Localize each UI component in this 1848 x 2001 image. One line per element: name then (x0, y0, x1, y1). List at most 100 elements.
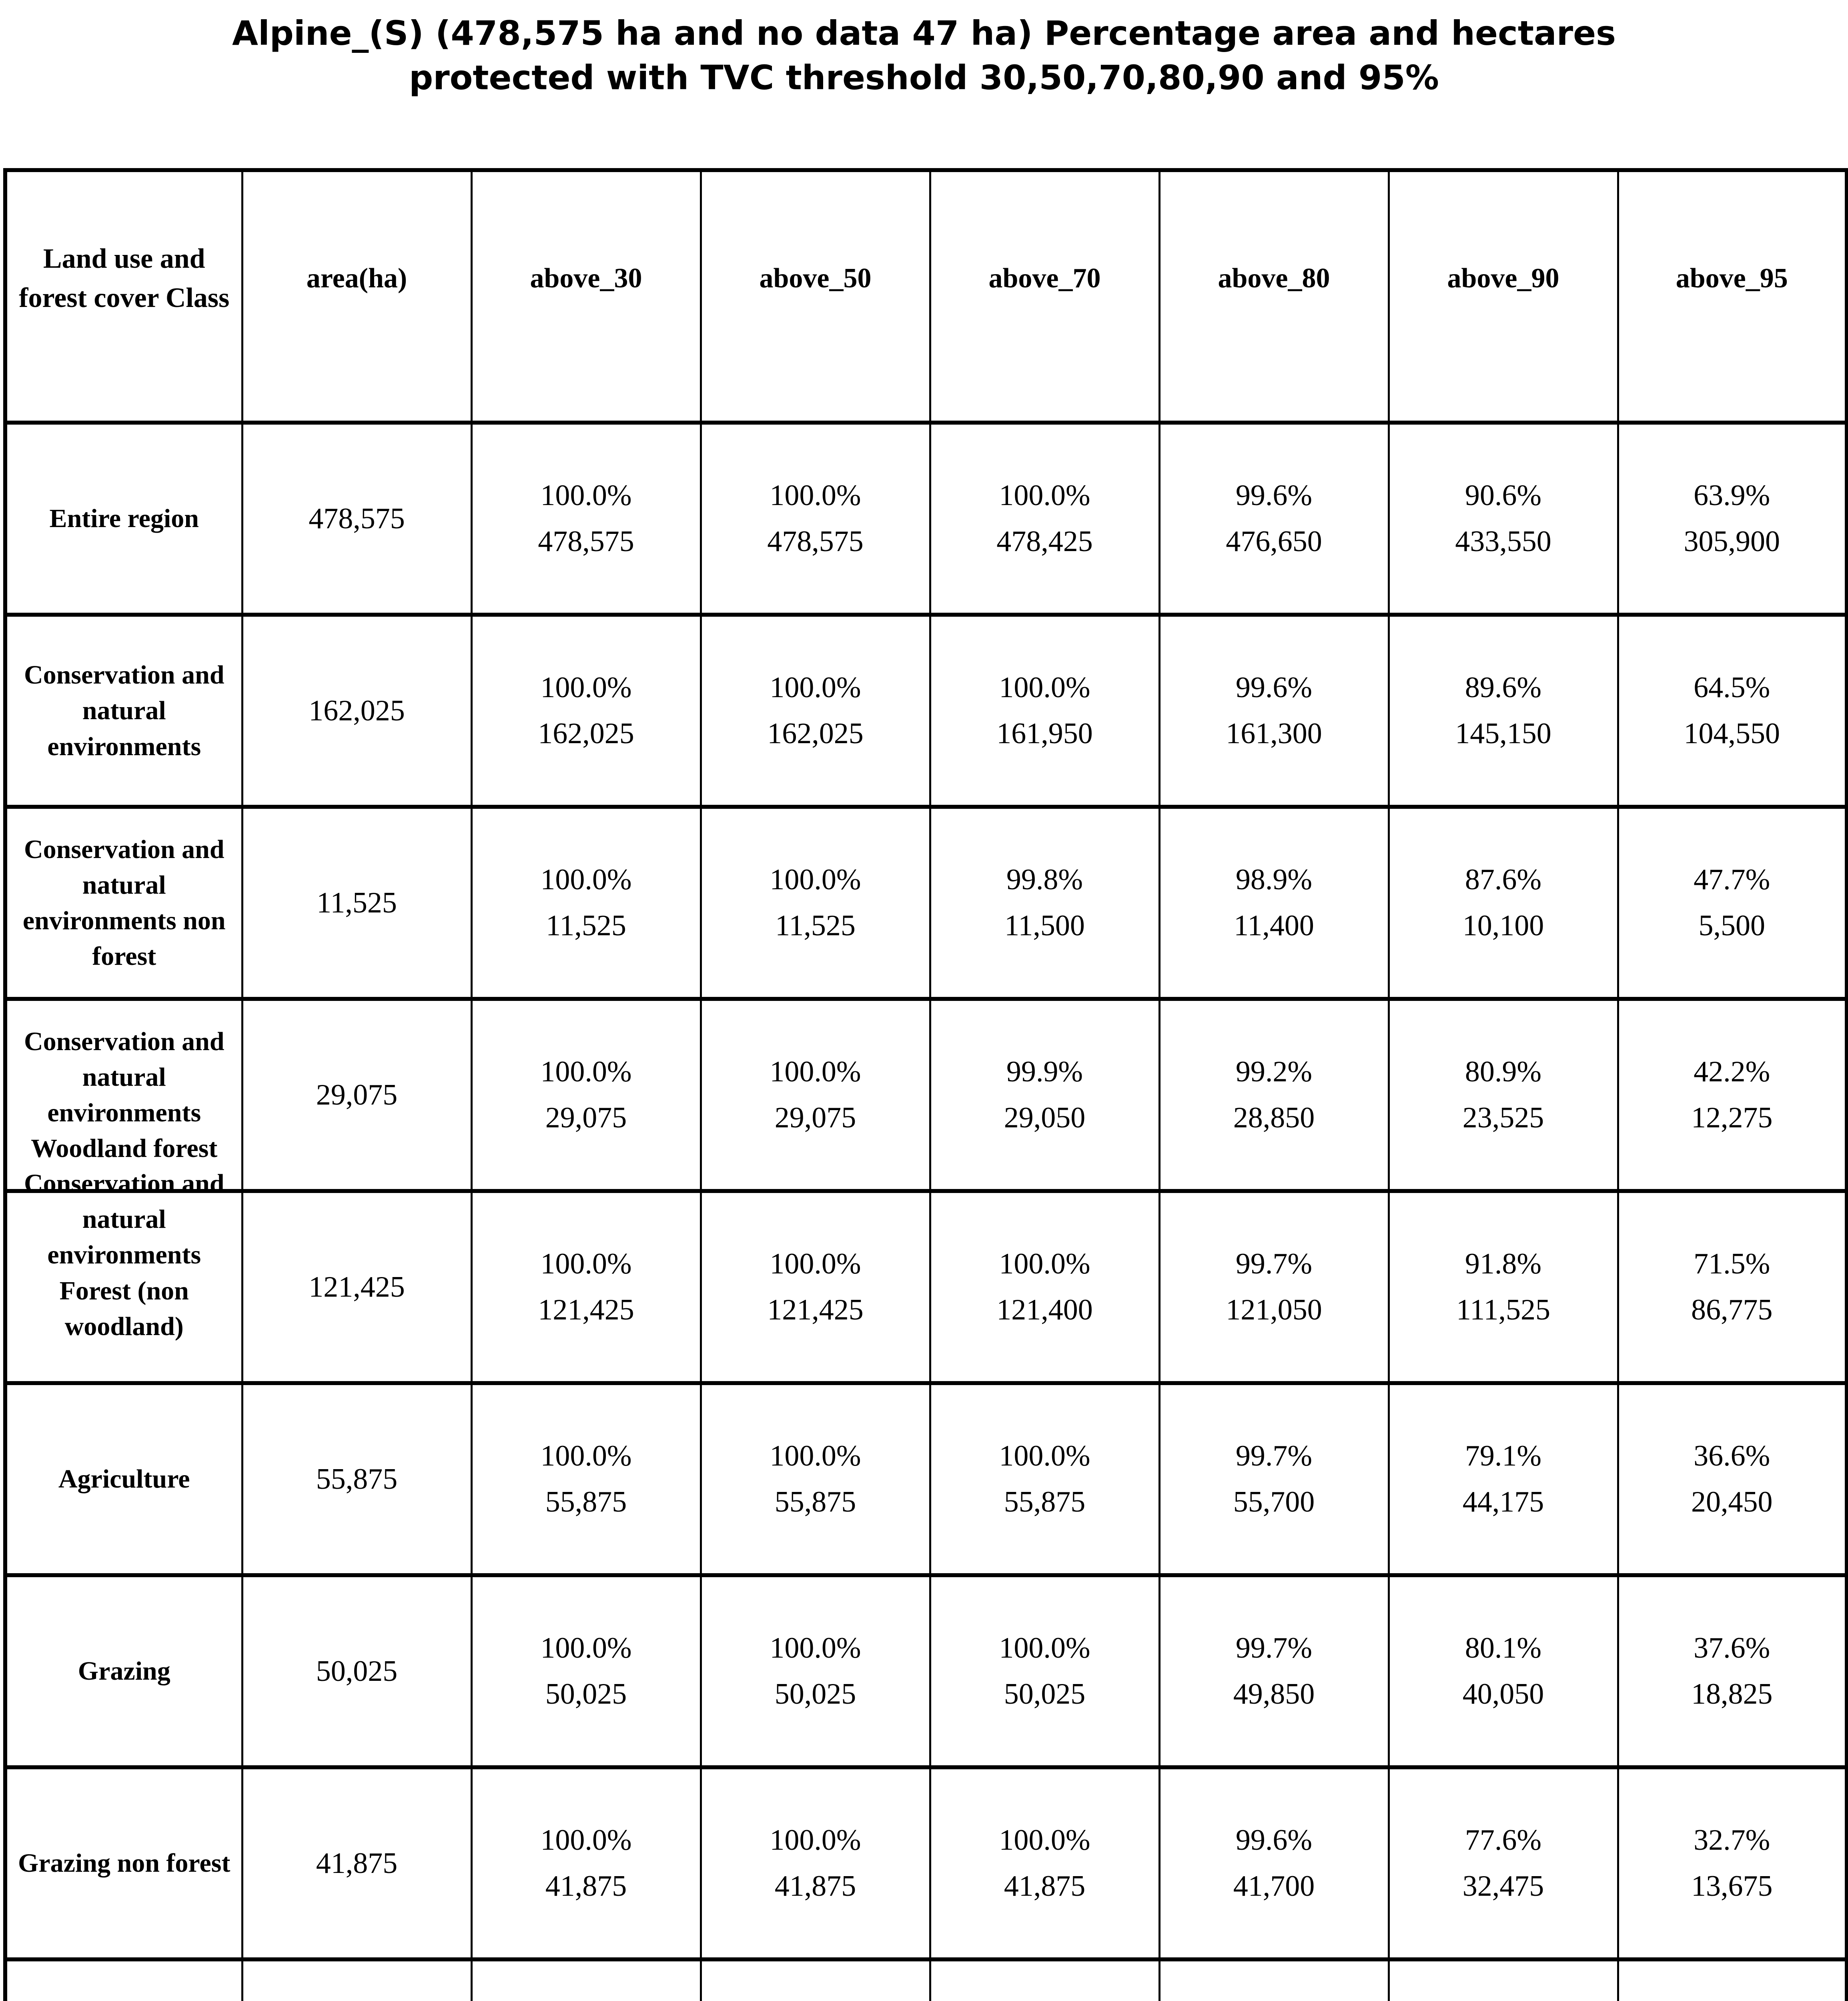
hectares-value: 161,300 (1226, 717, 1322, 750)
table-row: Entire region 478,575 100.0% 478,575 100.0% 4… (4, 421, 1848, 617)
table-row: Conservation and natural environments Wo… (4, 997, 1848, 1193)
hectares-value: 478,425 (996, 525, 1093, 558)
report-title-line2: protected with TVC threshold 30,50,70,80… (409, 58, 1439, 97)
threshold-cell: 100.0% 121,425 (700, 1189, 931, 1385)
hectares-value: 162,025 (767, 717, 864, 750)
hectares-value: 23,525 (1462, 1101, 1544, 1134)
hectares-value: 476,650 (1226, 525, 1322, 558)
hectares-value: 12,275 (1691, 1101, 1773, 1134)
percent-value: 100.0% (770, 863, 861, 896)
threshold-cell: 100.0% 121,425 (470, 1189, 702, 1385)
threshold-cell: 36.6% 20,450 (1617, 1381, 1848, 1577)
threshold-cell: 94.8%6,375 (1387, 1957, 1619, 2001)
hectares-value: 41,875 (545, 1870, 627, 1903)
hectares-value: 478,575 (538, 525, 634, 558)
report-title: Alpine_(S) (478,575 ha and no data 47 ha… (0, 11, 1848, 100)
threshold-cell: 89.6% 145,150 (1387, 613, 1619, 809)
hectares-value: 162,025 (538, 717, 634, 750)
threshold-cell: 79.1% 44,175 (1387, 1381, 1619, 1577)
area-ha-cell: 6,725 (241, 1957, 473, 2001)
hectares-value: 121,050 (1226, 1293, 1322, 1326)
percent-value: 36.6% (1694, 1440, 1770, 1473)
threshold-cell: 47.7% 5,500 (1617, 805, 1848, 1001)
threshold-cell: 37.6% 18,825 (1617, 1573, 1848, 1769)
percent-value: 100.0% (540, 1440, 632, 1473)
hectares-value: 50,025 (545, 1678, 627, 1710)
column-header-above-50: above_50 (700, 168, 931, 425)
hectares-value: 10,100 (1462, 909, 1544, 942)
percent-value: 71.5% (1694, 1247, 1770, 1281)
row-label: Conservation and natural environments (4, 613, 243, 809)
percent-value: 100.0% (770, 1824, 861, 1857)
table-row: Conservation and natural environments Fo… (4, 1169, 1848, 1385)
threshold-cell: 100.0% 50,025 (929, 1573, 1161, 1769)
hectares-value: 55,700 (1233, 1486, 1315, 1518)
threshold-cell: 100.0%6,725 (470, 1957, 702, 2001)
threshold-cell: 100.0% 478,575 (470, 421, 702, 617)
threshold-cell: 98.9% 11,400 (1158, 805, 1390, 1001)
threshold-cell: 80.1% 40,050 (1387, 1573, 1619, 1769)
hectares-value: 29,050 (1004, 1101, 1086, 1134)
row-label: Entire region (4, 421, 243, 617)
hectares-value: 41,875 (774, 1870, 856, 1903)
threshold-cell: 100.0% 29,075 (470, 997, 702, 1193)
row-label: Conservation and natural environments no… (4, 805, 243, 1001)
percent-value: 100.0% (770, 479, 861, 512)
percent-value: 100.0% (540, 1824, 632, 1857)
hectares-value: 161,950 (996, 717, 1093, 750)
threshold-cell: 100.0% 161,950 (929, 613, 1161, 809)
threshold-cell: 100.0% 11,525 (700, 805, 931, 1001)
table-row: Grazing 50,025 100.0% 50,025 100.0% 50,025 100… (4, 1573, 1848, 1769)
column-header-above-80: above_80 (1158, 168, 1390, 425)
percent-value: 100.0% (770, 1632, 861, 1665)
percent-value: 99.8% (1006, 863, 1083, 896)
threshold-cell: 99.2% 28,850 (1158, 997, 1390, 1193)
percent-value: 80.1% (1465, 1632, 1542, 1665)
percent-value: 98.9% (1235, 863, 1313, 896)
percent-value: 100.0% (770, 1247, 861, 1281)
hectares-value: 40,050 (1462, 1678, 1544, 1710)
percent-value: 100.0% (999, 1632, 1090, 1665)
percent-value: 63.9% (1694, 479, 1770, 512)
percent-value: 89.6% (1465, 671, 1542, 704)
row-label: Conservation and natural environments Fo… (4, 1169, 243, 1385)
table-body: Entire region 478,575 100.0% 478,575 100.0% 4… (4, 421, 1848, 2001)
percent-value: 100.0% (999, 479, 1090, 512)
row-label: Agriculture (4, 1381, 243, 1577)
threshold-cell: 99.7% 121,050 (1158, 1189, 1390, 1385)
threshold-cell: 100.0% 121,400 (929, 1189, 1161, 1385)
hectares-value: 433,550 (1455, 525, 1551, 558)
hectares-value: 5,500 (1698, 909, 1766, 942)
percent-value: 77.6% (1465, 1824, 1542, 1857)
hectares-value: 41,875 (1004, 1870, 1086, 1903)
threshold-cell: 100.0% 55,875 (470, 1381, 702, 1577)
percent-value: 42.2% (1694, 1055, 1770, 1089)
percent-value: 37.6% (1694, 1632, 1770, 1665)
threshold-cell: 100.0%6,725 (929, 1957, 1161, 2001)
hectares-value: 18,825 (1691, 1678, 1773, 1710)
percent-value: 100.0% (540, 1632, 632, 1665)
hectares-value: 49,850 (1233, 1678, 1315, 1710)
percent-value: 99.2% (1235, 1055, 1313, 1089)
hectares-value: 121,425 (767, 1293, 864, 1326)
threshold-cell: 77.6% 32,475 (1387, 1765, 1619, 1961)
threshold-cell: 100.0% 11,525 (470, 805, 702, 1001)
table-row: Conservation and natural environments no… (4, 805, 1848, 1001)
hectares-value: 145,150 (1455, 717, 1551, 750)
threshold-cell: 80.9% 23,525 (1387, 997, 1619, 1193)
hectares-value: 478,575 (767, 525, 864, 558)
area-ha-cell: 478,575 (241, 421, 473, 617)
percent-value: 99.6% (1235, 479, 1313, 512)
percent-value: 100.0% (540, 479, 632, 512)
tvc-threshold-table: Land use and forest cover Class area(ha)… (3, 168, 1848, 2001)
percent-value: 100.0% (540, 1055, 632, 1089)
hectares-value: 305,900 (1684, 525, 1780, 558)
hectares-value: 29,075 (545, 1101, 627, 1134)
threshold-cell: 99.6% 161,300 (1158, 613, 1390, 809)
hectares-value: 55,875 (1004, 1486, 1086, 1518)
percent-value: 100.0% (540, 1247, 632, 1281)
threshold-cell: 100.0% 162,025 (470, 613, 702, 809)
hectares-value: 11,500 (1004, 909, 1085, 942)
area-ha-cell: 162,025 (241, 613, 473, 809)
report-title-line1: Alpine_(S) (478,575 ha and no data 47 ha… (232, 14, 1616, 53)
